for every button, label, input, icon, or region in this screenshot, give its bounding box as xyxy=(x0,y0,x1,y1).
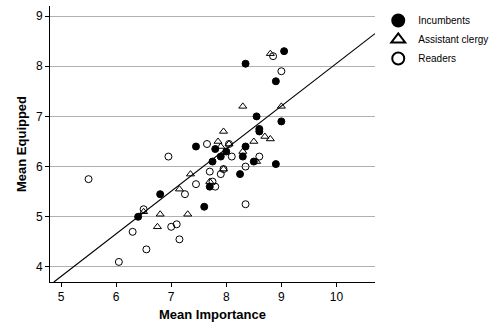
svg-text:Incumbents: Incumbents xyxy=(418,15,470,26)
svg-text:10: 10 xyxy=(330,290,344,304)
svg-text:Mean Importance: Mean Importance xyxy=(159,307,266,322)
svg-text:Assistant clergy: Assistant clergy xyxy=(418,34,488,45)
svg-text:8: 8 xyxy=(36,59,43,73)
svg-text:4: 4 xyxy=(36,260,43,274)
svg-text:7: 7 xyxy=(36,110,43,124)
svg-text:Mean Equipped: Mean Equipped xyxy=(14,96,29,192)
svg-text:5: 5 xyxy=(36,210,43,224)
svg-text:5: 5 xyxy=(58,290,65,304)
svg-text:9: 9 xyxy=(278,290,285,304)
svg-text:7: 7 xyxy=(168,290,175,304)
svg-text:8: 8 xyxy=(223,290,230,304)
svg-text:Readers: Readers xyxy=(418,53,456,64)
svg-text:6: 6 xyxy=(113,290,120,304)
svg-text:6: 6 xyxy=(36,160,43,174)
svg-text:9: 9 xyxy=(36,9,43,23)
